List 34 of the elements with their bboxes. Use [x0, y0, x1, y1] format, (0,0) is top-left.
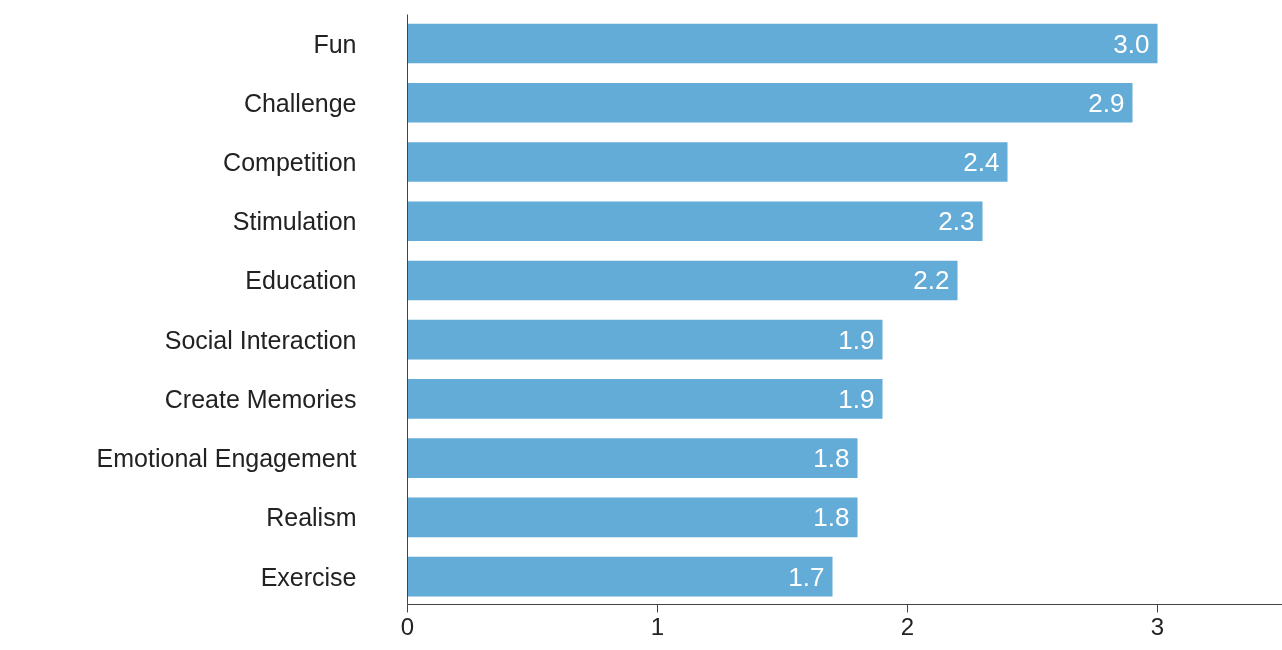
data-label: 2.3 [938, 206, 975, 237]
bar [407, 260, 958, 301]
data-label: 2.4 [963, 147, 1000, 177]
bar [407, 556, 833, 597]
x-tick-label: 1 [650, 612, 665, 640]
y-tick-label: Education [245, 266, 357, 295]
y-tick-label: Create Memories [164, 384, 357, 413]
bar [407, 201, 983, 242]
y-tick-label: Realism [266, 503, 357, 532]
data-label: 1.8 [813, 443, 850, 474]
y-tick-label: Fun [313, 29, 357, 58]
data-label: 3.0 [1113, 28, 1150, 59]
bar [407, 23, 1158, 64]
bar [407, 319, 883, 360]
data-label: 1.8 [813, 502, 850, 533]
y-tick-label: Competition [223, 148, 357, 176]
bar [407, 438, 858, 479]
bar [407, 379, 883, 419]
data-label: 1.9 [838, 383, 875, 414]
x-tick-label: 0 [400, 612, 415, 640]
bar [407, 82, 1133, 123]
bar [407, 497, 858, 538]
x-tick-label: 2 [900, 612, 915, 640]
data-label: 1.7 [788, 561, 825, 592]
y-tick-label: Stimulation [232, 207, 357, 236]
data-label: 1.9 [838, 324, 875, 355]
y-tick-label: Emotional Engagement [96, 444, 357, 473]
y-tick-label: Social Interaction [164, 325, 357, 354]
x-tick-label: 3 [1150, 612, 1165, 640]
bar [407, 142, 1008, 182]
y-tick-label: Exercise [260, 562, 357, 591]
y-tick-label: Challenge [243, 88, 357, 117]
data-label: 2.9 [1088, 87, 1125, 118]
data-label: 2.2 [913, 265, 950, 296]
